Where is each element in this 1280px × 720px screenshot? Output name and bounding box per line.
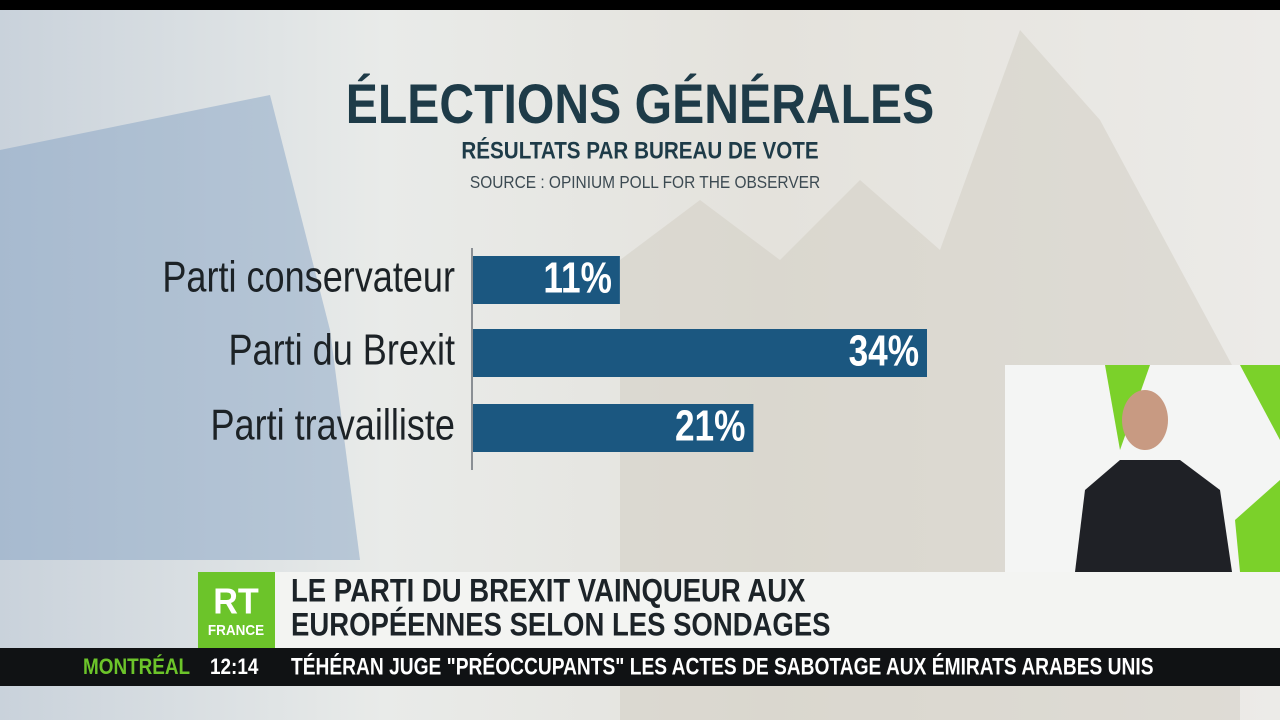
value-label-group: 34% [849, 327, 919, 376]
headline-line-group: EUROPÉENNES SELON LES SONDAGES [291, 606, 831, 642]
inset-accent [1235, 480, 1280, 572]
chart-subtitle-group: RÉSULTATS PAR BUREAU DE VOTE [461, 137, 818, 164]
presenter-head [1122, 390, 1168, 450]
bar [473, 329, 927, 377]
category-label: Parti conservateur [162, 252, 455, 301]
ticker-headline: TÉHÉRAN JUGE "PRÉOCCUPANTS" LES ACTES DE… [291, 652, 1154, 680]
ticker-headline-group: TÉHÉRAN JUGE "PRÉOCCUPANTS" LES ACTES DE… [291, 652, 1154, 680]
ticker-time: 12:14 [210, 655, 259, 680]
logo-box [198, 572, 275, 648]
headline-band [275, 572, 1280, 648]
value-label-group: 11% [543, 254, 611, 303]
ticker-band [0, 648, 1280, 686]
logo-bottom-group: FRANCE [208, 622, 264, 639]
value-label: 11% [543, 254, 611, 303]
logo-top-group: RT [213, 582, 259, 622]
value-label: 34% [849, 327, 919, 376]
value-label: 21% [675, 402, 745, 451]
value-label-group: 21% [675, 402, 745, 451]
category-label-group: Parti du Brexit [228, 325, 455, 374]
presenter-body [1075, 460, 1232, 572]
category-label-group: Parti travailliste [210, 400, 455, 449]
ticker-city-group: MONTRÉAL [83, 655, 190, 680]
category-label: Parti travailliste [210, 400, 455, 449]
headline-line: LE PARTI DU BREXIT VAINQUEUR AUX [291, 574, 806, 609]
ticker-city: MONTRÉAL [83, 655, 190, 680]
flag-shape [0, 95, 360, 560]
headline-line-group: LE PARTI DU BREXIT VAINQUEUR AUX [291, 574, 806, 609]
logo-bottom: FRANCE [208, 622, 264, 639]
ticker-time-group: 12:14 [210, 655, 259, 680]
chart-subtitle: RÉSULTATS PAR BUREAU DE VOTE [461, 137, 818, 164]
presenter-inset [1005, 365, 1280, 572]
category-label-group: Parti conservateur [162, 252, 455, 301]
inset-accent [1240, 365, 1280, 440]
chart-source-group: SOURCE : OPINIUM POLL FOR THE OBSERVER [470, 172, 820, 192]
category-label: Parti du Brexit [228, 325, 455, 374]
chart-source: SOURCE : OPINIUM POLL FOR THE OBSERVER [470, 172, 820, 192]
bar [473, 256, 620, 304]
chart-title: ÉLECTIONS GÉNÉRALES [346, 73, 935, 135]
bar [473, 404, 754, 452]
chart-title-group: ÉLECTIONS GÉNÉRALES [346, 73, 935, 135]
headline-line: EUROPÉENNES SELON LES SONDAGES [291, 606, 831, 642]
logo-top: RT [213, 582, 259, 622]
